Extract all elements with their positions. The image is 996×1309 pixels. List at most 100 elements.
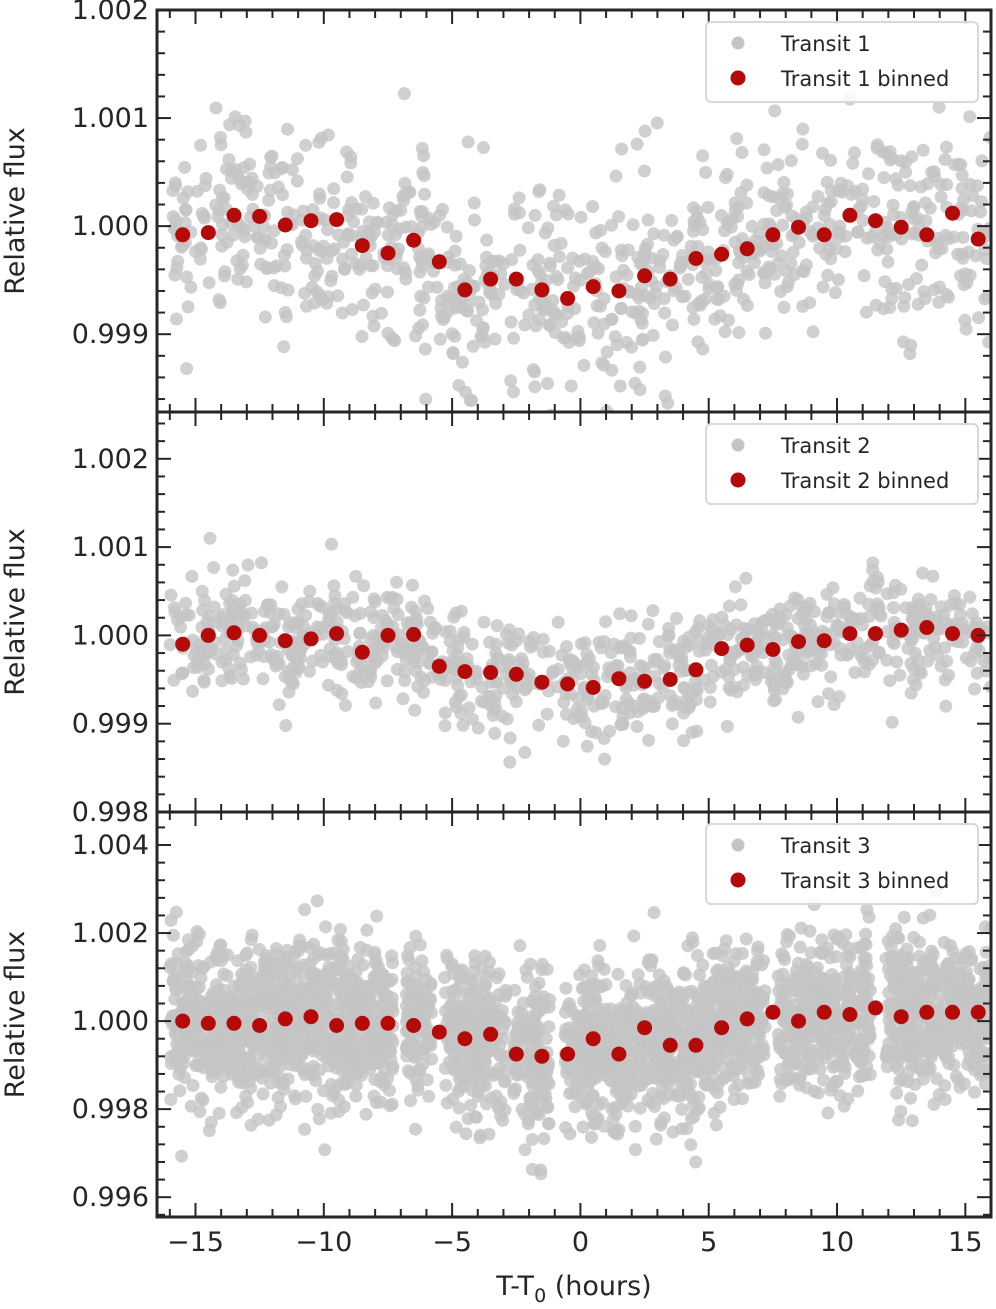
raw-point <box>919 196 932 210</box>
raw-point <box>275 162 289 176</box>
raw-point <box>944 976 958 990</box>
raw-point <box>466 983 479 997</box>
raw-point <box>312 135 326 149</box>
raw-point <box>735 146 749 159</box>
raw-point <box>938 153 952 166</box>
raw-point <box>257 604 271 618</box>
raw-point <box>870 570 884 584</box>
raw-point <box>236 175 249 189</box>
raw-point <box>791 658 805 671</box>
raw-point <box>191 660 205 674</box>
binned-point <box>868 213 883 229</box>
raw-point <box>974 205 987 219</box>
raw-point <box>386 956 399 970</box>
raw-point <box>787 268 801 282</box>
raw-point <box>513 655 527 669</box>
raw-point <box>597 696 610 709</box>
raw-point <box>169 179 182 193</box>
raw-point <box>180 362 194 376</box>
raw-point <box>578 636 592 650</box>
raw-point <box>253 241 267 255</box>
raw-point <box>419 392 433 406</box>
raw-point <box>409 929 423 943</box>
raw-point <box>316 600 329 614</box>
raw-point <box>334 934 348 948</box>
raw-point <box>476 303 490 317</box>
raw-point <box>647 653 661 666</box>
raw-point <box>859 927 873 941</box>
raw-point <box>500 628 513 642</box>
raw-point <box>762 189 776 203</box>
raw-point <box>601 670 615 684</box>
raw-point <box>668 694 682 708</box>
raw-point <box>890 1086 904 1100</box>
raw-point <box>399 272 413 286</box>
raw-point <box>718 325 732 339</box>
raw-point <box>732 326 746 340</box>
raw-point <box>823 241 837 255</box>
raw-point <box>658 659 672 673</box>
raw-point <box>511 1068 525 1082</box>
raw-point <box>762 260 776 274</box>
raw-point <box>649 989 663 1003</box>
binned-point <box>970 231 986 247</box>
y-tick-label: 1.000 <box>72 211 149 242</box>
raw-point <box>851 225 865 239</box>
raw-point <box>267 279 281 293</box>
raw-point <box>614 302 628 316</box>
raw-point <box>915 258 929 272</box>
raw-point <box>696 958 710 972</box>
raw-point <box>784 154 798 168</box>
raw-point <box>740 196 754 210</box>
raw-point <box>213 1006 227 1020</box>
raw-point <box>374 306 388 320</box>
raw-point <box>552 250 566 264</box>
raw-point <box>472 996 486 1010</box>
raw-point <box>186 1079 200 1092</box>
raw-point <box>303 584 317 598</box>
raw-point <box>551 615 565 629</box>
raw-point <box>256 1064 269 1078</box>
raw-point <box>883 301 897 314</box>
raw-point <box>449 229 463 243</box>
raw-point <box>414 289 428 303</box>
raw-point <box>298 1122 312 1136</box>
raw-point <box>737 660 751 674</box>
raw-point <box>839 928 853 942</box>
raw-point <box>811 190 825 203</box>
raw-point <box>479 259 493 273</box>
raw-point <box>748 673 762 686</box>
raw-point <box>532 976 546 990</box>
raw-point <box>411 1083 425 1097</box>
raw-point <box>853 1055 867 1069</box>
raw-point <box>934 190 948 204</box>
raw-point <box>869 298 883 312</box>
raw-point <box>691 949 704 962</box>
raw-point <box>824 670 838 684</box>
raw-point <box>235 1034 249 1048</box>
raw-point <box>735 1092 749 1106</box>
raw-point <box>386 1060 400 1074</box>
raw-point <box>882 986 896 1000</box>
raw-point <box>666 1125 680 1139</box>
raw-point <box>767 683 781 697</box>
raw-point <box>665 717 679 731</box>
raw-point <box>549 208 563 222</box>
raw-point <box>327 182 341 196</box>
raw-point <box>184 280 198 294</box>
binned-point <box>277 217 293 233</box>
raw-point <box>310 285 324 299</box>
binned-point <box>688 662 704 678</box>
raw-point <box>367 1089 381 1103</box>
raw-point <box>592 262 606 276</box>
binned-point <box>457 664 473 680</box>
raw-point <box>641 617 655 631</box>
raw-point <box>271 1091 285 1104</box>
raw-point <box>768 104 782 118</box>
raw-point <box>231 272 245 286</box>
raw-point <box>589 226 603 240</box>
raw-point <box>909 678 923 692</box>
raw-point <box>340 145 354 159</box>
raw-point <box>841 1092 855 1106</box>
raw-point <box>318 213 332 227</box>
